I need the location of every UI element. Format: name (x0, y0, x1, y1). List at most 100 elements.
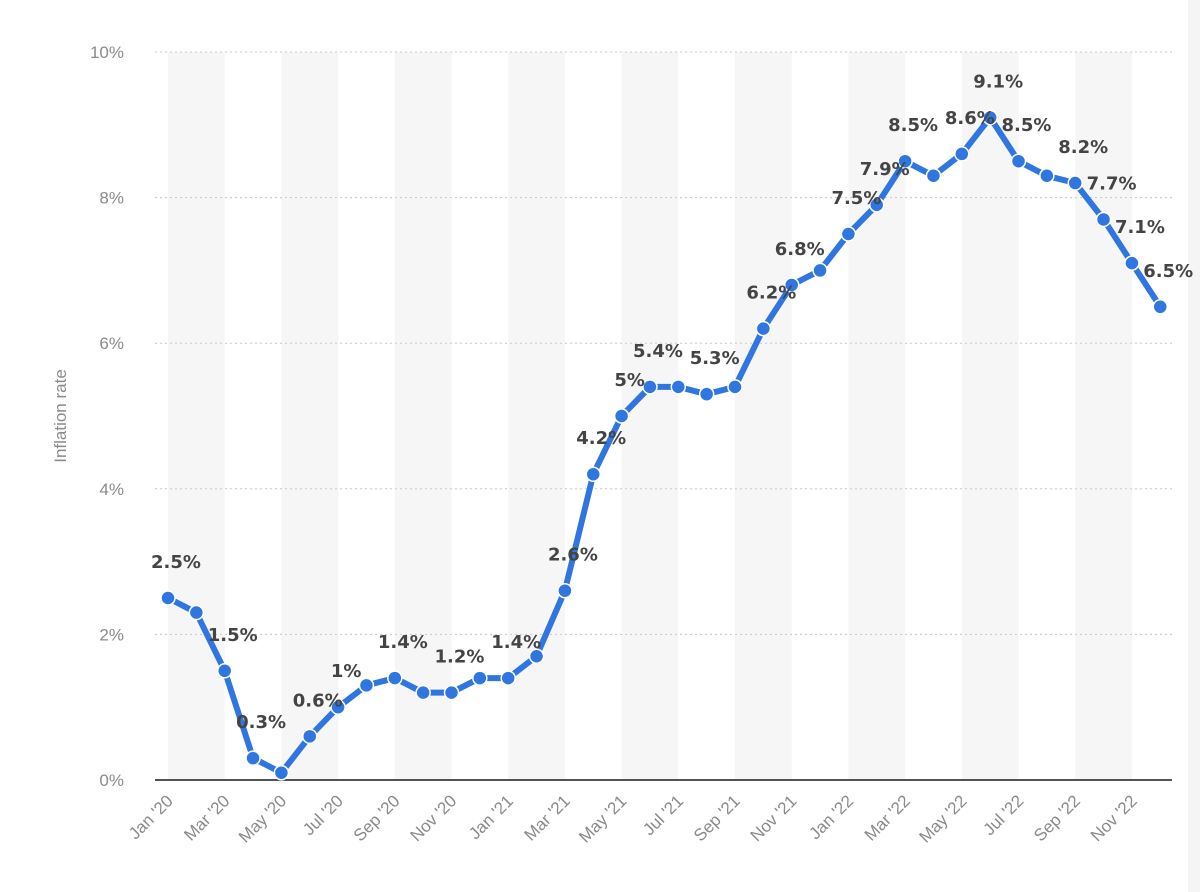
data-label: 6.2% (746, 283, 796, 304)
data-label: 8.5% (1002, 115, 1052, 136)
data-label: 7.1% (1115, 217, 1165, 238)
data-label: 1.5% (208, 625, 258, 646)
data-label: 7.5% (831, 188, 881, 209)
x-tick-label: Sep '22 (1030, 791, 1084, 845)
data-point (642, 379, 658, 395)
data-label: 0.3% (236, 712, 286, 733)
data-point (557, 582, 573, 599)
column-band (735, 52, 792, 780)
x-axis-ticks: Jan '20 Mar '20 May '20 Jul '20 Sep '20 Nov '… (125, 791, 1141, 846)
data-point (245, 750, 261, 766)
data-point (302, 728, 318, 745)
x-tick-label: Jan '21 (465, 791, 517, 843)
data-point (273, 764, 290, 781)
x-tick-label: Nov '22 (1087, 791, 1141, 845)
data-labels: 2.5% 1.5% 0.3% 0.6% 1% 1.4% 1.2% 1.4% 2.6% 4.2% 5%… (151, 72, 1193, 734)
y-tick-label: 10% (90, 43, 124, 62)
data-label: 7.9% (860, 159, 910, 180)
y-tick-label: 4% (99, 480, 124, 499)
x-tick-label: Sep '20 (350, 791, 404, 845)
data-point (1010, 153, 1027, 169)
column-bands (168, 52, 1132, 780)
data-label: 5% (614, 370, 645, 391)
data-point (358, 677, 375, 694)
data-point (1152, 299, 1168, 315)
x-tick-label: Nov '20 (407, 791, 461, 845)
data-label: 7.7% (1087, 173, 1137, 194)
data-point (160, 590, 176, 606)
data-point (472, 670, 488, 686)
data-label: 2.6% (548, 545, 598, 566)
x-tick-label: Jan '22 (805, 791, 857, 843)
data-label: 0.6% (293, 690, 343, 711)
data-label: 1.2% (435, 647, 485, 668)
data-label: 8.2% (1058, 137, 1108, 158)
data-point (1124, 255, 1140, 271)
column-band (1075, 52, 1132, 780)
y-axis-title: Inflation rate (51, 369, 70, 463)
data-point (925, 168, 942, 184)
x-tick-label: Nov '21 (747, 791, 801, 845)
data-label: 8.6% (945, 108, 995, 129)
x-tick-label: May '22 (915, 791, 970, 846)
x-tick-label: Jul '22 (980, 791, 1028, 839)
data-label: 5.4% (633, 341, 683, 362)
data-point (783, 277, 800, 293)
data-label: 5.3% (690, 348, 740, 369)
data-point (698, 386, 715, 402)
data-point (727, 379, 743, 395)
right-edge-strip (1188, 0, 1200, 892)
data-label: 1.4% (491, 632, 541, 653)
x-tick-label: May '20 (235, 791, 290, 846)
x-tick-label: Sep '21 (690, 791, 744, 845)
x-tick-label: Mar '21 (521, 791, 574, 844)
data-point (982, 109, 998, 126)
column-band (961, 52, 1019, 780)
y-tick-label: 6% (99, 334, 124, 353)
data-point (188, 604, 205, 621)
data-point (1095, 211, 1112, 228)
data-point (755, 320, 772, 337)
y-tick-label: 2% (99, 625, 124, 644)
data-point (1039, 168, 1055, 184)
y-axis-ticks: 0% 2% 4% 6% 8% 10% (90, 43, 124, 790)
column-band (168, 52, 225, 780)
data-label: 4.2% (576, 428, 626, 449)
data-label: 6.8% (775, 239, 825, 260)
data-point (216, 663, 233, 679)
data-point (387, 670, 403, 686)
data-point (954, 146, 970, 162)
y-tick-label: 0% (99, 771, 124, 790)
x-tick-label: Jan '20 (125, 791, 177, 843)
data-point (528, 648, 545, 664)
data-point (415, 684, 431, 701)
data-label: 6.5% (1143, 261, 1193, 282)
data-point (812, 262, 828, 279)
data-label: 9.1% (973, 72, 1023, 93)
data-points (160, 109, 1168, 781)
x-tick-label: May '21 (575, 791, 630, 846)
x-tick-label: Mar '20 (180, 791, 233, 844)
data-point (670, 379, 687, 395)
data-label: 8.5% (888, 115, 938, 136)
column-band (281, 52, 339, 780)
data-point (1067, 175, 1083, 191)
data-point (897, 153, 913, 169)
column-band (621, 52, 679, 780)
column-band (394, 52, 452, 780)
data-point (330, 699, 346, 715)
data-point (613, 408, 630, 424)
data-point (500, 670, 516, 686)
x-tick-label: Mar '22 (861, 791, 914, 844)
data-label: 1% (331, 661, 362, 682)
data-point (443, 684, 460, 701)
data-label: 1.4% (378, 632, 428, 653)
data-label: 2.5% (151, 552, 201, 573)
y-tick-label: 8% (99, 189, 124, 208)
data-point (585, 466, 601, 482)
data-point (869, 197, 885, 213)
data-point (840, 226, 857, 242)
x-tick-label: Jul '21 (639, 791, 687, 839)
x-tick-label: Jul '20 (299, 791, 347, 839)
